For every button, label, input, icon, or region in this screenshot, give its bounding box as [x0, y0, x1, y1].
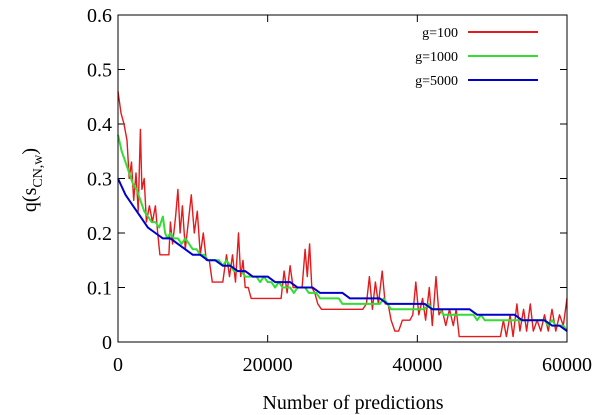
series-line-g-5000	[117, 178, 568, 332]
x-tick-label: 60000	[542, 354, 592, 376]
series-line-g-1000	[117, 134, 568, 332]
y-tick-label: 0	[102, 332, 112, 354]
y-tick-label: 0.3	[87, 169, 112, 191]
x-tick-label: 0	[113, 354, 123, 376]
y-axis-label-close: )	[19, 148, 41, 155]
y-tick-label: 0.6	[87, 5, 112, 27]
legend-label: g=100	[422, 26, 458, 41]
legend-label: g=5000	[415, 74, 458, 89]
plot-frame	[117, 14, 568, 343]
x-tick-label: 40000	[392, 354, 442, 376]
y-tick-label: 0.1	[87, 278, 112, 300]
y-tick-label: 0.5	[87, 60, 112, 82]
y-axis-label: q(sCN,w)	[19, 148, 46, 212]
y-tick-label: 0.4	[87, 114, 112, 136]
series-layer	[117, 91, 568, 338]
x-tick-label: 20000	[243, 354, 293, 376]
y-axis-label-subscript: CN,w	[31, 154, 46, 188]
legend-label: g=1000	[415, 50, 458, 65]
y-tick-label: 0.2	[87, 223, 112, 245]
ticks-layer: 0 0.1 0.2 0.3 0.4 0.5 0.6 0 20000 40000 60000	[87, 5, 592, 376]
legend: g=100 g=1000 g=5000	[415, 26, 538, 89]
x-axis-label: Number of predictions	[262, 392, 443, 414]
y-axis-label-main: q(s	[19, 187, 41, 212]
series-line-g-100	[117, 91, 568, 338]
